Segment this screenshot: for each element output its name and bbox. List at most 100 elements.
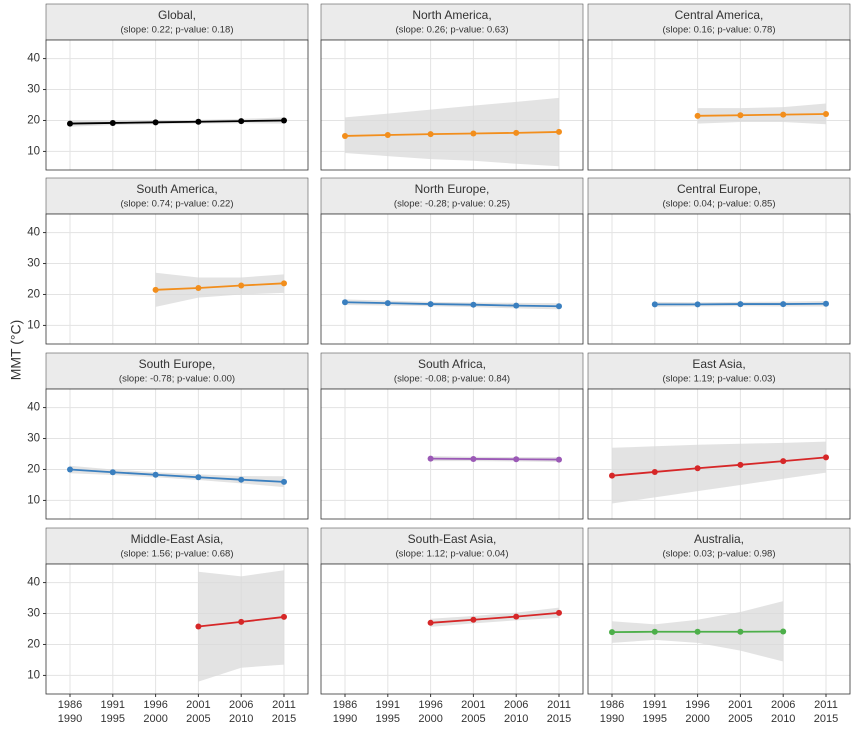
panel-background: [321, 214, 583, 344]
data-point: [513, 129, 520, 136]
panel-subtitle: (slope: -0.08; p-value: 0.84): [394, 374, 510, 385]
data-point: [281, 280, 287, 287]
data-point: [780, 628, 787, 635]
panel-title: Middle-East Asia,: [131, 532, 224, 546]
x-tick-label: 1996: [418, 699, 442, 711]
x-tick-label: 1991: [643, 699, 667, 711]
panel-border: [320, 563, 584, 695]
trend-line: [344, 301, 560, 308]
trend-line: [430, 457, 560, 461]
panel-title: North America,: [412, 8, 491, 22]
data-point: [195, 284, 202, 291]
panel-background: [321, 564, 583, 694]
x-tick-label: 2015: [547, 713, 571, 725]
x-tick-label: 2001: [186, 699, 210, 711]
panel-title: Central America,: [675, 8, 764, 22]
panel-background: [321, 389, 583, 519]
x-tick-label: 2006: [229, 699, 253, 711]
panel-border: [45, 563, 309, 695]
strip: [45, 3, 309, 41]
y-tick-label: 40: [27, 227, 40, 239]
y-axis-title: MMT (°C): [8, 320, 24, 381]
panel-title: South America,: [136, 182, 217, 196]
panel-subtitle: (slope: 0.16; p-value: 0.78): [662, 25, 775, 36]
panel-title: Global,: [158, 8, 196, 22]
trend-line: [430, 612, 560, 624]
data-point: [342, 132, 348, 139]
trend-line: [697, 113, 827, 117]
data-point: [281, 613, 287, 620]
data-point: [281, 478, 287, 485]
panel-subtitle: (slope: 1.12; p-value: 0.04): [395, 549, 508, 560]
data-point: [556, 456, 562, 463]
data-point: [238, 282, 245, 289]
data-point: [195, 118, 202, 125]
trend-line: [69, 119, 285, 125]
data-point: [109, 469, 116, 476]
x-tick-label: 1995: [101, 713, 125, 725]
data-point: [651, 628, 658, 635]
data-point: [384, 132, 391, 139]
x-tick-label: 2015: [814, 713, 838, 725]
confidence-band: [155, 272, 284, 307]
x-tick-label: 1986: [58, 699, 82, 711]
data-point: [780, 111, 787, 118]
y-tick-label: 20: [27, 464, 40, 476]
y-tick-label: 40: [27, 402, 40, 414]
data-point: [694, 301, 701, 308]
x-tick-label: 2011: [814, 699, 838, 711]
x-tick-label: 1991: [376, 699, 400, 711]
panel-border: [45, 39, 309, 171]
panel-border: [45, 388, 309, 520]
y-tick-label: 40: [27, 577, 40, 589]
data-point: [109, 119, 116, 126]
x-tick-label: 2000: [685, 713, 709, 725]
data-point: [238, 118, 245, 125]
x-tick-label: 2006: [771, 699, 795, 711]
data-point: [513, 613, 520, 620]
data-point: [427, 301, 434, 308]
panel-background: [588, 214, 850, 344]
data-point: [651, 468, 658, 475]
strip: [587, 3, 851, 41]
panel-border: [320, 39, 584, 171]
strip: [45, 177, 309, 215]
data-point: [427, 131, 434, 138]
data-point: [737, 461, 744, 468]
data-point: [737, 628, 744, 635]
data-point: [67, 120, 73, 127]
x-tick-label: 2005: [186, 713, 210, 725]
panel-subtitle: (slope: -0.78; p-value: 0.00): [119, 374, 235, 385]
x-tick-label: 1995: [643, 713, 667, 725]
panel-subtitle: (slope: 0.03; p-value: 0.98): [662, 549, 775, 560]
data-point: [609, 629, 615, 636]
panel-border: [320, 388, 584, 520]
data-point: [780, 458, 787, 465]
x-tick-label: 1990: [58, 713, 82, 725]
y-tick-label: 30: [27, 258, 40, 270]
panel-border: [587, 563, 851, 695]
data-point: [651, 301, 658, 308]
y-tick-label: 10: [27, 319, 40, 331]
data-point: [238, 476, 245, 483]
trend-line: [611, 456, 827, 477]
x-tick-label: 2000: [418, 713, 442, 725]
data-point: [556, 128, 562, 135]
x-tick-label: 2010: [771, 713, 795, 725]
panel-border: [587, 213, 851, 345]
data-point: [470, 130, 477, 137]
panel-border: [587, 39, 851, 171]
panel-border: [587, 388, 851, 520]
data-point: [513, 456, 520, 463]
panel-title: South Europe,: [139, 357, 216, 371]
panel-title: South-East Asia,: [408, 532, 497, 546]
y-tick-label: 30: [27, 84, 40, 96]
panel-background: [588, 40, 850, 170]
x-tick-label: 2001: [728, 699, 752, 711]
y-tick-label: 30: [27, 608, 40, 620]
data-point: [694, 465, 701, 472]
data-point: [342, 299, 348, 306]
strip: [45, 527, 309, 565]
data-point: [470, 301, 477, 308]
